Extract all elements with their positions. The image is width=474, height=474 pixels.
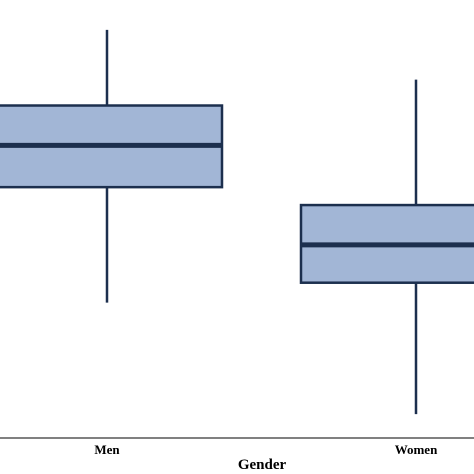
x-tick-label-men: Men	[94, 442, 120, 457]
x-tick-label-women: Women	[395, 442, 438, 457]
plot-area	[0, 29, 474, 415]
x-axis-title: Gender	[238, 457, 287, 473]
